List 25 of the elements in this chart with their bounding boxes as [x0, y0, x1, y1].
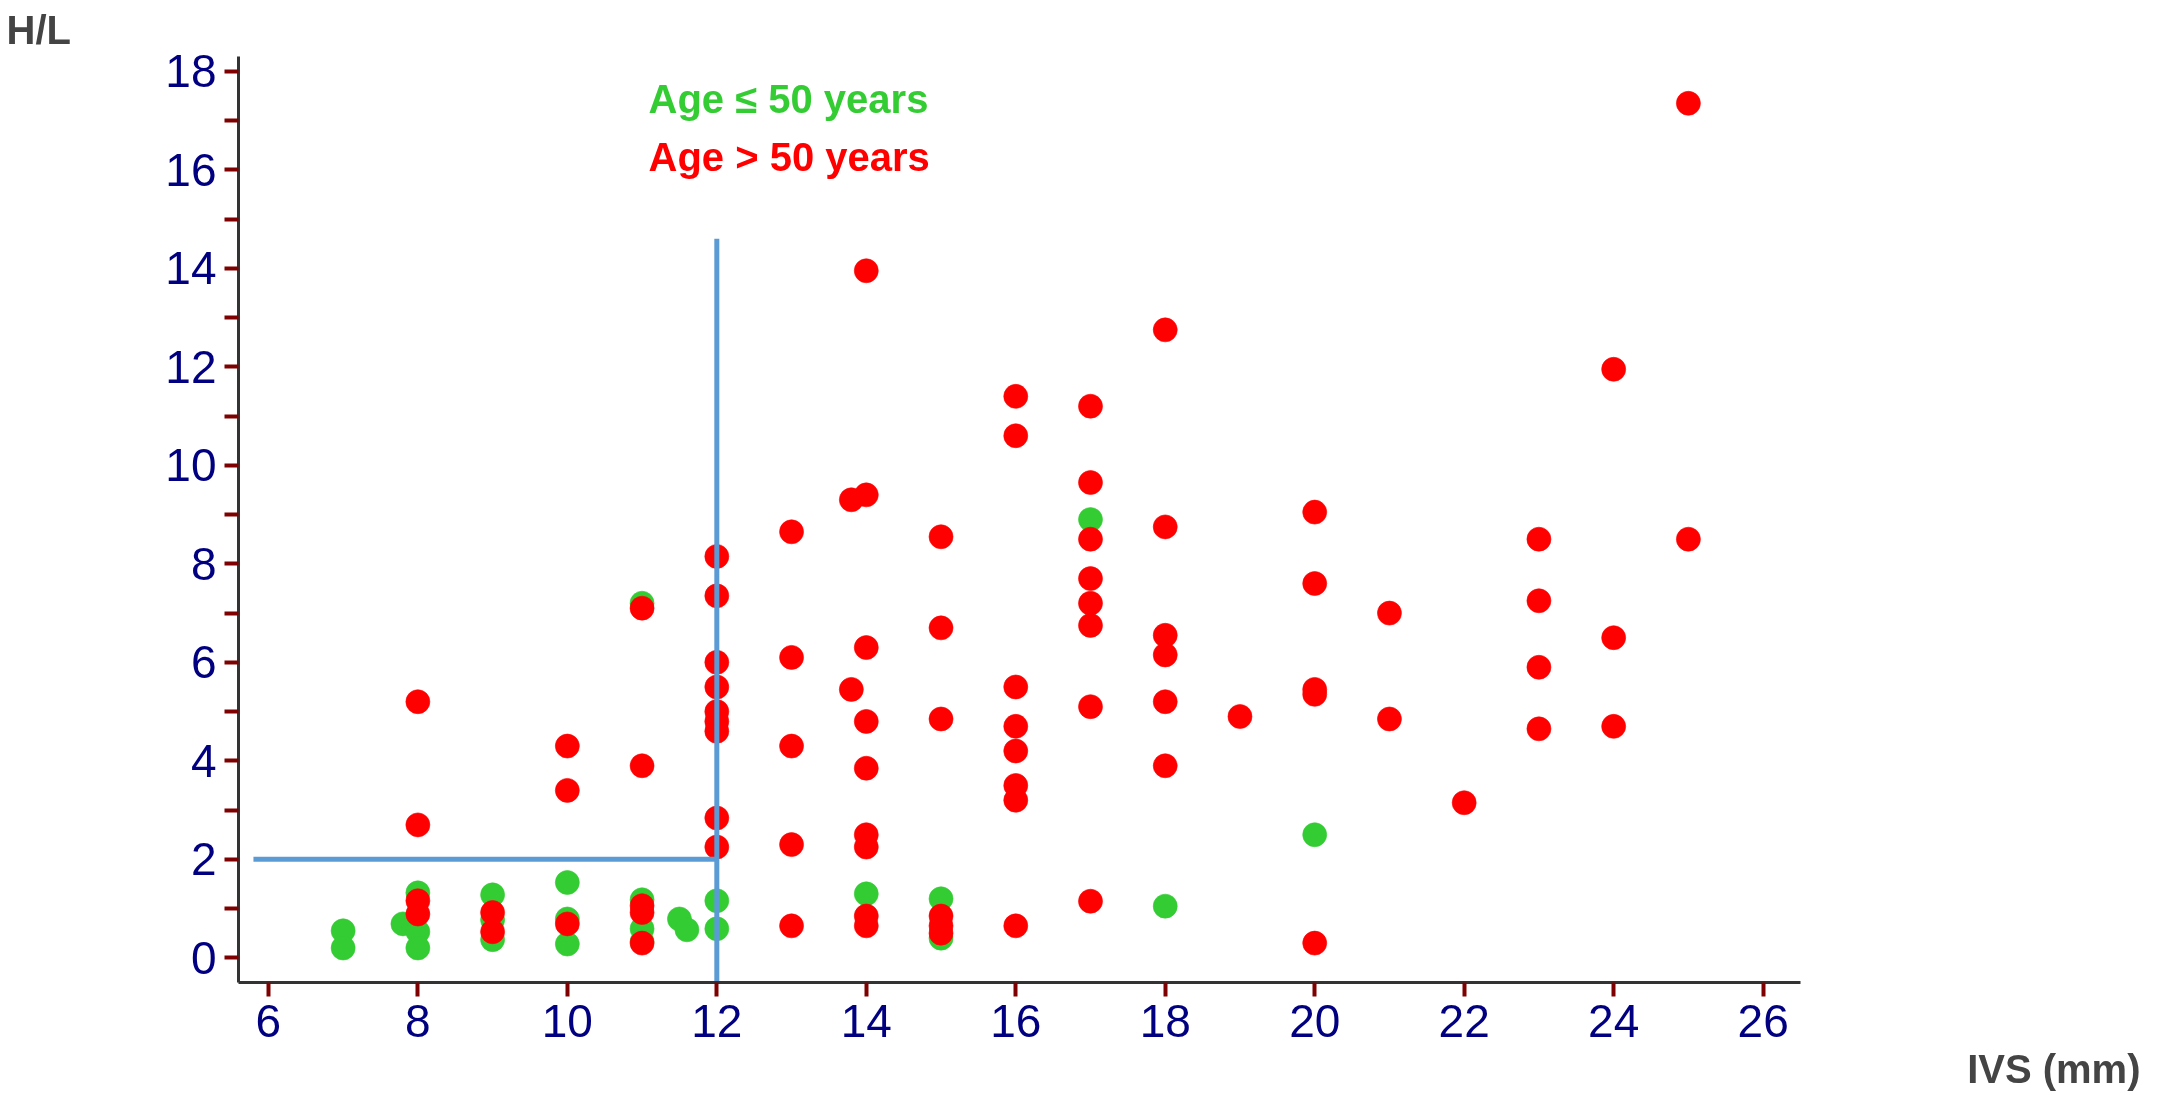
- y-tick-label: 6: [190, 636, 217, 689]
- x-axis-title: IVS (mm): [1967, 1046, 2141, 1091]
- y-tick-label: 8: [190, 537, 217, 590]
- x-tick-label: 18: [1139, 994, 1191, 1047]
- text: Age > 50 years: [648, 134, 930, 179]
- y-tick-label: 10: [165, 439, 217, 492]
- y-tick-label: 16: [165, 143, 217, 196]
- x-tick-label: 14: [840, 994, 892, 1047]
- x-tick-label: 10: [541, 994, 593, 1047]
- y-tick-label: 18: [165, 45, 217, 98]
- x-tick-label: 12: [691, 994, 743, 1047]
- x-tick-label: 8: [405, 994, 431, 1047]
- x-tick-label: 24: [1588, 994, 1640, 1047]
- y-tick-label: 2: [190, 833, 217, 886]
- y-tick-label: 0: [190, 931, 217, 984]
- x-tick-label: 26: [1737, 994, 1789, 1047]
- y-axis-title: H/L: [6, 7, 71, 52]
- y-tick-label: 14: [165, 242, 217, 295]
- y-tick-label: 12: [165, 340, 217, 393]
- x-tick-label: 22: [1438, 994, 1490, 1047]
- x-tick-label: 6: [255, 994, 282, 1047]
- y-tick-label: 4: [190, 734, 217, 787]
- x-tick-label: 20: [1289, 994, 1341, 1047]
- text: Age ≤ 50 years: [648, 76, 929, 121]
- x-tick-label: 16: [990, 994, 1042, 1047]
